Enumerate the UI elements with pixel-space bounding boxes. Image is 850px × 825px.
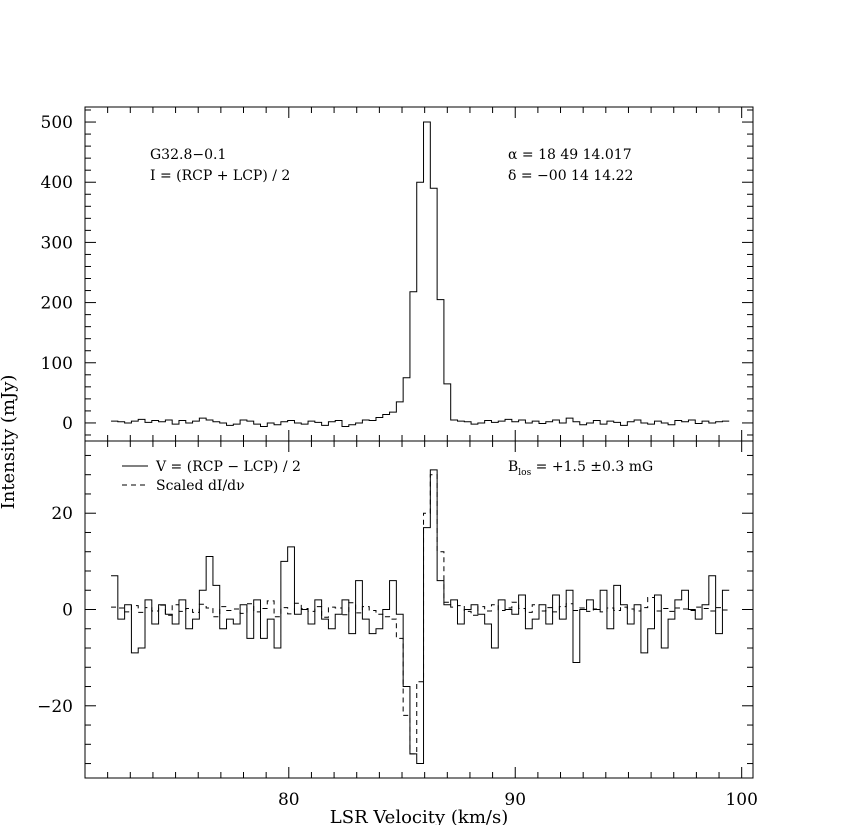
x-tick-label: 100 (725, 790, 757, 810)
field-subscript: los (518, 468, 531, 478)
y-tick-label-bottom: −20 (37, 697, 73, 717)
declination: δ = −00 14 14.22 (508, 168, 633, 184)
y-tick-label-bottom: 20 (51, 504, 73, 524)
stokes-i-equation: I = (RCP + LCP) / 2 (150, 168, 290, 184)
y-tick-label-top: 100 (41, 354, 73, 374)
y-axis-label: Intensity (mJy) (0, 375, 19, 510)
y-tick-label-bottom: 0 (62, 601, 73, 621)
x-axis-label: LSR Velocity (km/s) (330, 807, 508, 825)
y-tick-label-top: 300 (41, 233, 73, 253)
series-layer (111, 121, 730, 765)
legend-solid-label: V = (RCP − LCP) / 2 (155, 459, 301, 475)
axes-layer: 0 100 200 300 400 500 −20 0 20 80 90 100 (37, 106, 758, 810)
legend-dashed-label: Scaled dI/dν (156, 478, 245, 494)
series-bottom-stokes (111, 469, 730, 765)
x-tick-label: 80 (278, 790, 300, 810)
y-tick-label-top: 400 (41, 173, 73, 193)
series-bottom-scaled-derivative (111, 474, 730, 755)
field-symbol: B (508, 459, 518, 475)
magnetic-field-value: Blos = +1.5 ±0.3 mG (508, 459, 653, 478)
y-tick-label-top: 200 (41, 294, 73, 314)
field-measurement: = +1.5 ±0.3 mG (531, 459, 653, 475)
labels-layer: G32.8−0.1 I = (RCP + LCP) / 2 α = 18 49 … (0, 147, 653, 825)
x-tick-label: 90 (504, 790, 526, 810)
source-name: G32.8−0.1 (150, 147, 226, 163)
series-top-stokes (111, 121, 730, 428)
y-tick-label-top: 500 (41, 113, 73, 133)
right-ascension: α = 18 49 14.017 (508, 147, 632, 163)
y-tick-label-top: 0 (62, 414, 73, 434)
